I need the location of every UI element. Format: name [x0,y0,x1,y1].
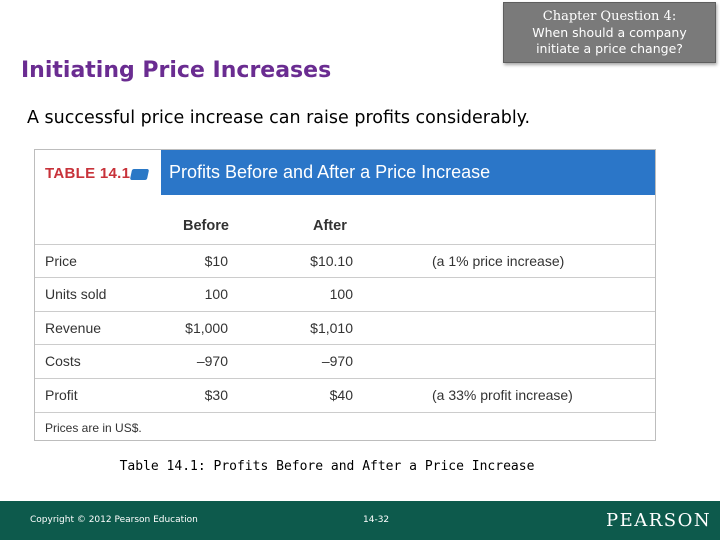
row-label: Revenue [45,320,102,336]
table-row-price: Price $10 $10.10 (a 1% price increase) [35,245,655,278]
chapter-question-heading: Chapter Question 4: [542,9,677,24]
before-value: $30 [204,387,228,403]
row-label: Costs [45,353,81,369]
row-divider [35,344,655,345]
chapter-question-box: Chapter Question 4: When should a compan… [503,2,716,63]
before-value: $1,000 [185,320,228,336]
row-note: (a 33% profit increase) [432,387,573,403]
chapter-question-line-3: initiate a price change? [536,41,683,56]
page-number: 14-32 [363,515,390,525]
slide-subtitle: A successful price increase can raise pr… [27,108,531,128]
table-tag: TABLE 14.1 [35,150,161,195]
slide-footer: Copyright © 2012 Pearson Education 14-32… [0,501,720,540]
table-tag-icon [129,169,150,180]
row-label: Units sold [45,286,107,302]
before-value: 100 [204,286,228,302]
row-note: (a 1% price increase) [432,253,565,269]
column-header-before: Before [183,218,229,234]
row-divider [35,378,655,379]
table-title: Profits Before and After a Price Increas… [169,162,491,182]
table-title-band: Profits Before and After a Price Increas… [161,150,655,195]
table-footnote: Prices are in US$. [45,421,142,435]
table-row-profit: Profit $30 $40 (a 33% profit increase) [35,379,655,412]
after-value: 100 [329,286,353,302]
table-row-units-sold: Units sold 100 100 [35,278,655,311]
table-header: TABLE 14.1 Profits Before and After a Pr… [35,150,655,195]
copyright-text: Copyright © 2012 Pearson Education [30,515,198,525]
row-divider [35,277,655,278]
row-divider [35,244,655,245]
table-row-costs: Costs –970 –970 [35,345,655,378]
table-row-revenue: Revenue $1,000 $1,010 [35,312,655,345]
slide-title: Initiating Price Increases [21,58,332,83]
column-header-after: After [313,218,347,234]
profit-table: TABLE 14.1 Profits Before and After a Pr… [34,149,656,441]
before-value: $10 [204,253,228,269]
row-label: Price [45,253,77,269]
after-value: $1,010 [310,320,353,336]
after-value: –970 [321,353,353,369]
table-caption: Table 14.1: Profits Before and After a P… [119,459,535,474]
table-number: TABLE 14.1 [45,165,131,182]
chapter-question-line-2: When should a company [532,25,687,40]
before-value: –970 [196,353,228,369]
pearson-logo: PEARSON [606,510,712,531]
row-label: Profit [45,387,78,403]
after-value: $10.10 [310,253,353,269]
row-divider [35,412,655,413]
row-divider [35,311,655,312]
after-value: $40 [329,387,353,403]
